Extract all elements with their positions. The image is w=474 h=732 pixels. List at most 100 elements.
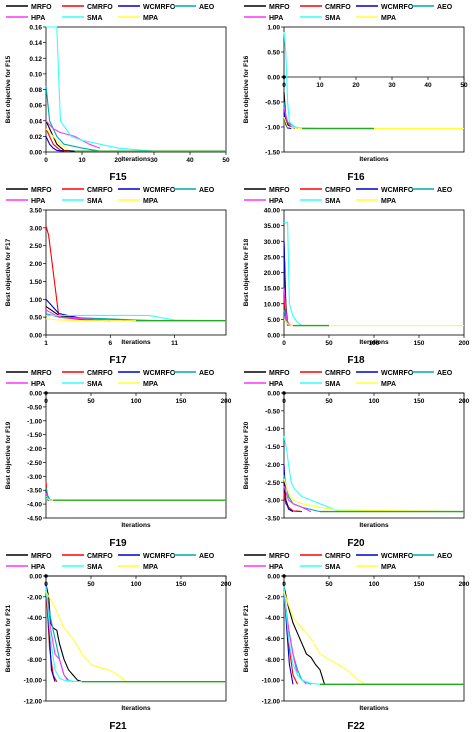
legend-label-mpa: MPA bbox=[381, 381, 396, 388]
x-axis-label: Iterations bbox=[121, 705, 151, 712]
legend-label-sma: SMA bbox=[87, 198, 103, 205]
x-tick-label: 100 bbox=[131, 581, 142, 588]
y-tick-label: 3.00 bbox=[29, 225, 42, 232]
chart-svg-f15: MRFO CMRFO WCMRFO AEO HPA SMA MPA 0.00 0.02 0.04 0… bbox=[5, 4, 230, 164]
legend-label-sma: SMA bbox=[87, 381, 103, 388]
legend-label-mpa: MPA bbox=[381, 198, 396, 205]
legend-label-wcmrfo: WCMRFO bbox=[143, 187, 176, 194]
x-tick-label: 50 bbox=[87, 581, 95, 588]
legend: MRFO CMRFO WCMRFO AEO HPA SMA MPA bbox=[244, 370, 453, 388]
y-tick-label: -12.00 bbox=[262, 699, 281, 706]
y-tick-label: 0.06 bbox=[29, 103, 42, 110]
axis-origin-marker bbox=[44, 391, 48, 395]
x-tick-label: 20 bbox=[114, 157, 122, 164]
legend-label-aeo: AEO bbox=[199, 187, 215, 194]
y-tick-label: 0.04 bbox=[29, 118, 42, 125]
y-tick-label: 0.08 bbox=[29, 87, 42, 94]
series-line-sma bbox=[284, 221, 303, 327]
x-tick-label: 150 bbox=[414, 340, 425, 347]
series-line-mpa bbox=[283, 319, 464, 327]
series-line-sma bbox=[283, 31, 321, 130]
series-line-mpa bbox=[283, 116, 464, 130]
legend-label-wcmrfo: WCMRFO bbox=[143, 4, 176, 11]
x-axis-label: Iterations bbox=[359, 339, 389, 346]
axis-origin-marker bbox=[282, 75, 286, 79]
series-line-mpa bbox=[45, 591, 226, 683]
series-line-sma bbox=[46, 26, 226, 152]
legend-label-mrfo: MRFO bbox=[269, 370, 290, 377]
y-tick-label: -10.00 bbox=[24, 678, 43, 685]
series-line-sma bbox=[283, 435, 465, 513]
y-axis-label: Best objective for F20 bbox=[243, 421, 250, 489]
y-tick-label: 35.00 bbox=[264, 223, 281, 230]
legend-label-hpa: HPA bbox=[31, 564, 45, 571]
legend-label-mpa: MPA bbox=[143, 15, 158, 22]
y-tick-label: 0.50 bbox=[29, 315, 42, 322]
legend-label-sma: SMA bbox=[325, 564, 341, 571]
y-tick-label: -8.00 bbox=[265, 657, 280, 664]
x-tick-label: 1 bbox=[44, 340, 48, 347]
legend-label-cmrfo: CMRFO bbox=[87, 187, 113, 194]
y-tick-label: -8.00 bbox=[27, 657, 42, 664]
legend-label-wcmrfo: WCMRFO bbox=[381, 370, 414, 377]
legend-label-mrfo: MRFO bbox=[269, 187, 290, 194]
x-tick-label: 0 bbox=[44, 398, 48, 405]
x-tick-label: 40 bbox=[186, 157, 194, 164]
legend-label-mrfo: MRFO bbox=[31, 370, 52, 377]
y-tick-label: 0.50 bbox=[267, 50, 280, 57]
series-line-wcmrfo bbox=[45, 136, 65, 152]
y-tick-label: 0.00 bbox=[29, 333, 42, 340]
y-tick-label: -3.50 bbox=[27, 488, 42, 495]
legend-label-cmrfo: CMRFO bbox=[325, 553, 351, 560]
y-tick-label: -2.00 bbox=[27, 446, 42, 453]
y-tick-label: -2.50 bbox=[27, 460, 42, 467]
y-tick-label: -3.50 bbox=[265, 516, 280, 523]
y-tick-label: 0.00 bbox=[29, 574, 42, 581]
chart-svg-f21: MRFO CMRFO WCMRFO AEO HPA SMA MPA -12.00 -10.00 -… bbox=[5, 553, 232, 712]
legend-label-mpa: MPA bbox=[143, 381, 158, 388]
chart-panel-f15: MRFO CMRFO WCMRFO AEO HPA SMA MPA 0.00 0.02 0.04 0… bbox=[0, 0, 236, 170]
x-axis-label: Iterations bbox=[121, 339, 151, 346]
legend-label-cmrfo: CMRFO bbox=[325, 370, 351, 377]
y-axis-label: Best objective for F21 bbox=[243, 604, 250, 672]
y-tick-label: 0.00 bbox=[29, 150, 42, 157]
chart-svg-f20: MRFO CMRFO WCMRFO AEO HPA SMA MPA -3.50 -3.00 -2.… bbox=[243, 370, 470, 529]
legend-label-sma: SMA bbox=[325, 381, 341, 388]
legend-label-sma: SMA bbox=[325, 198, 341, 205]
y-tick-label: -6.00 bbox=[265, 636, 280, 643]
y-tick-label: 25.00 bbox=[264, 254, 281, 261]
y-tick-label: 20.00 bbox=[264, 270, 281, 277]
series-line-aeo bbox=[45, 85, 101, 152]
y-tick-label: -2.50 bbox=[265, 480, 280, 487]
panel-caption-f18: F18 bbox=[347, 355, 365, 366]
legend-label-mrfo: MRFO bbox=[269, 4, 290, 11]
y-tick-label: -2.00 bbox=[265, 594, 280, 601]
series-line-mrfo bbox=[283, 586, 326, 685]
x-tick-label: 10 bbox=[78, 157, 86, 164]
y-tick-label: -2.00 bbox=[27, 594, 42, 601]
y-tick-label: -1.00 bbox=[27, 418, 42, 425]
y-axis-label: Best objective for F19 bbox=[5, 421, 12, 489]
chart-panel-f18: MRFO CMRFO WCMRFO AEO HPA SMA MPA 0.00 5.00 10.00… bbox=[238, 183, 474, 353]
x-tick-label: 11 bbox=[171, 340, 178, 347]
legend-label-cmrfo: CMRFO bbox=[325, 187, 351, 194]
panel-caption-f20: F20 bbox=[347, 538, 365, 549]
y-tick-label: -6.00 bbox=[27, 636, 42, 643]
x-axis-label: Iterations bbox=[121, 156, 151, 163]
chart-svg-f22: MRFO CMRFO WCMRFO AEO HPA SMA MPA -12.00 -10.00 -… bbox=[243, 553, 470, 712]
x-tick-label: 200 bbox=[459, 340, 470, 347]
plot-frame bbox=[45, 26, 227, 153]
y-tick-label: 0.00 bbox=[267, 333, 280, 340]
panel-caption-f17: F17 bbox=[109, 355, 127, 366]
y-tick-label: 5.00 bbox=[267, 317, 280, 324]
legend-label-cmrfo: CMRFO bbox=[87, 553, 113, 560]
y-tick-label: -4.00 bbox=[27, 615, 42, 622]
y-axis-label: Best objective for F21 bbox=[5, 604, 12, 672]
legend-label-mpa: MPA bbox=[381, 15, 396, 22]
legend-label-hpa: HPA bbox=[269, 381, 283, 388]
legend-label-cmrfo: CMRFO bbox=[87, 4, 113, 11]
x-tick-label: 0 bbox=[282, 398, 286, 405]
chart-panel-f17: MRFO CMRFO WCMRFO AEO HPA SMA MPA 0.00 0.50 1.00 1… bbox=[0, 183, 236, 353]
y-tick-label: 0.00 bbox=[267, 75, 280, 82]
x-tick-label: 50 bbox=[460, 82, 468, 89]
